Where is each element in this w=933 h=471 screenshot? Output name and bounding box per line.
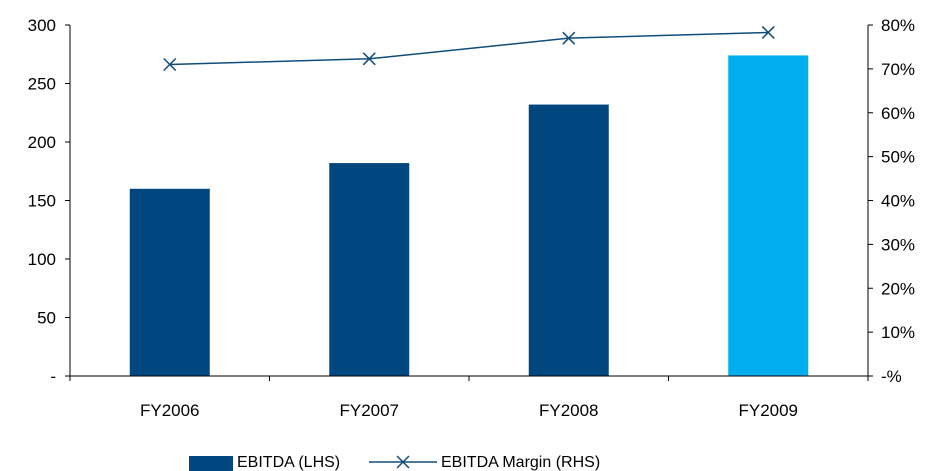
legend-label-ebitda: EBITDA (LHS) bbox=[237, 454, 340, 471]
left-tick-label: 150 bbox=[28, 192, 56, 211]
legend-swatch-ebitda bbox=[189, 456, 233, 471]
legend: EBITDA (LHS) EBITDA Margin (RHS) bbox=[189, 454, 600, 471]
category-label: FY2009 bbox=[738, 401, 798, 420]
right-tick-label: 40% bbox=[881, 192, 915, 211]
category-label: FY2008 bbox=[539, 401, 599, 420]
bar-series bbox=[129, 55, 809, 377]
left-tick-label: 100 bbox=[28, 250, 56, 269]
left-axis-ticks: - 50 100 150 200 250 300 bbox=[28, 16, 56, 386]
right-tick-label: 80% bbox=[881, 16, 915, 35]
bar-fy2008 bbox=[528, 104, 609, 376]
left-tick-label: 50 bbox=[37, 309, 56, 328]
left-tick-label: 250 bbox=[28, 75, 56, 94]
left-tick-label: 300 bbox=[28, 16, 56, 35]
margin-point-fy2009 bbox=[761, 25, 775, 39]
x-axis-ticks: FY2006 FY2007 FY2008 FY2009 bbox=[140, 401, 798, 420]
margin-point-fy2008 bbox=[562, 31, 576, 45]
right-tick-label: 10% bbox=[881, 323, 915, 342]
bar-fy2006 bbox=[129, 188, 210, 376]
right-tick-label: 50% bbox=[881, 148, 915, 167]
right-tick-label: 60% bbox=[881, 104, 915, 123]
right-tick-label: -% bbox=[881, 367, 902, 386]
margin-point-fy2007 bbox=[362, 52, 376, 66]
axes bbox=[65, 24, 873, 381]
right-tick-label: 70% bbox=[881, 60, 915, 79]
margin-line bbox=[169, 31, 769, 66]
margin-point-fy2006 bbox=[163, 57, 177, 72]
right-axis-ticks: -% 10% 20% 30% 40% 50% 60% 70% 80% bbox=[881, 16, 915, 386]
right-tick-label: 20% bbox=[881, 279, 915, 298]
category-label: FY2006 bbox=[140, 401, 200, 420]
legend-label-margin: EBITDA Margin (RHS) bbox=[441, 454, 600, 471]
category-label: FY2007 bbox=[339, 401, 399, 420]
left-tick-label: - bbox=[50, 367, 56, 386]
right-tick-label: 30% bbox=[881, 235, 915, 254]
margin-line-series bbox=[163, 25, 775, 72]
left-tick-label: 200 bbox=[28, 133, 56, 152]
bar-fy2007 bbox=[329, 163, 410, 376]
legend-swatch-margin-marker bbox=[396, 455, 410, 469]
bar-fy2009 bbox=[728, 55, 809, 377]
